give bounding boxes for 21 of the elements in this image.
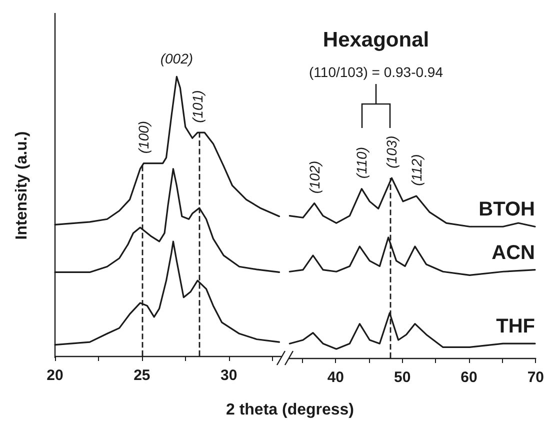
x-tick-label: 60 [460,369,478,386]
x-tick-label: 30 [220,367,238,384]
x-tick-label: 70 [527,369,544,386]
x-axis-title: 2 theta (degress) [226,402,354,418]
x-tick-label: 50 [394,369,411,386]
text: Hexagonal [322,28,430,52]
series-label: ACN [492,242,535,264]
annotation: (101) [190,90,206,123]
annotation: (002) [160,50,194,67]
annotation: (100) [136,120,152,154]
annotation: (110) [354,147,370,179]
text: (110/103) = 0.93-0.94 [308,64,444,80]
series-label: BTOH [478,198,535,221]
annotation: (102) [306,160,322,194]
x-tick-label: 20 [46,367,64,384]
y-axis-title: Intensity (a.u.) [14,131,30,240]
series-label: THF [496,316,535,338]
x-tick-label: 25 [134,367,150,384]
x-tick-label: 40 [327,369,344,386]
annotation: (112) [408,154,424,186]
annotation: (103) [384,136,400,168]
